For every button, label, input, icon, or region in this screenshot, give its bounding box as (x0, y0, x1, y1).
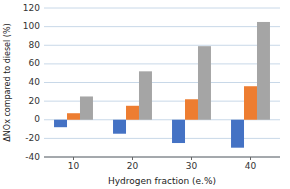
x-tick-label: 40 (245, 161, 257, 171)
chart: -40 -20 0 20 40 60 80 100 120 10 20 30 40 Hydrogen fr… (0, 0, 290, 189)
bar (67, 113, 80, 120)
grid-line (44, 63, 280, 64)
bar (198, 46, 211, 120)
bar (80, 96, 93, 119)
bar (185, 99, 198, 119)
y-tick-label: -20 (25, 133, 40, 143)
y-tick-label: -40 (25, 152, 40, 162)
bar (139, 71, 152, 119)
grid-line (44, 82, 280, 83)
bars (54, 22, 270, 148)
grid-line (44, 45, 280, 46)
x-tick (73, 157, 74, 160)
grid-line (44, 8, 280, 9)
y-tick-label: 60 (29, 58, 41, 68)
x-tick-label: 10 (68, 161, 80, 171)
x-axis-line (44, 157, 280, 158)
y-tick-label: 40 (29, 77, 41, 87)
x-tick-label: 30 (186, 161, 198, 171)
bar (113, 120, 126, 134)
x-tick-label: 20 (127, 161, 139, 171)
y-tick-label: 120 (23, 3, 40, 13)
bar (172, 120, 185, 143)
y-tick-label: 100 (23, 21, 40, 31)
grid-line (44, 157, 280, 158)
x-tick (191, 157, 192, 160)
bar (231, 120, 244, 148)
bar (257, 22, 270, 120)
y-axis-label: ΔNOx compared to diesel (%) (3, 23, 12, 141)
bar (54, 120, 67, 127)
x-tick (250, 157, 251, 160)
y-tick-label: 0 (34, 114, 40, 124)
y-tick-label: 20 (29, 96, 41, 106)
x-tick (132, 157, 133, 160)
grid (44, 8, 280, 157)
y-tick-label: 80 (29, 40, 41, 50)
bar (244, 86, 257, 120)
bar (126, 106, 139, 120)
grid-line (44, 138, 280, 139)
x-axis-label: Hydrogen fraction (e.%) (108, 176, 216, 186)
grid-line (44, 26, 280, 27)
